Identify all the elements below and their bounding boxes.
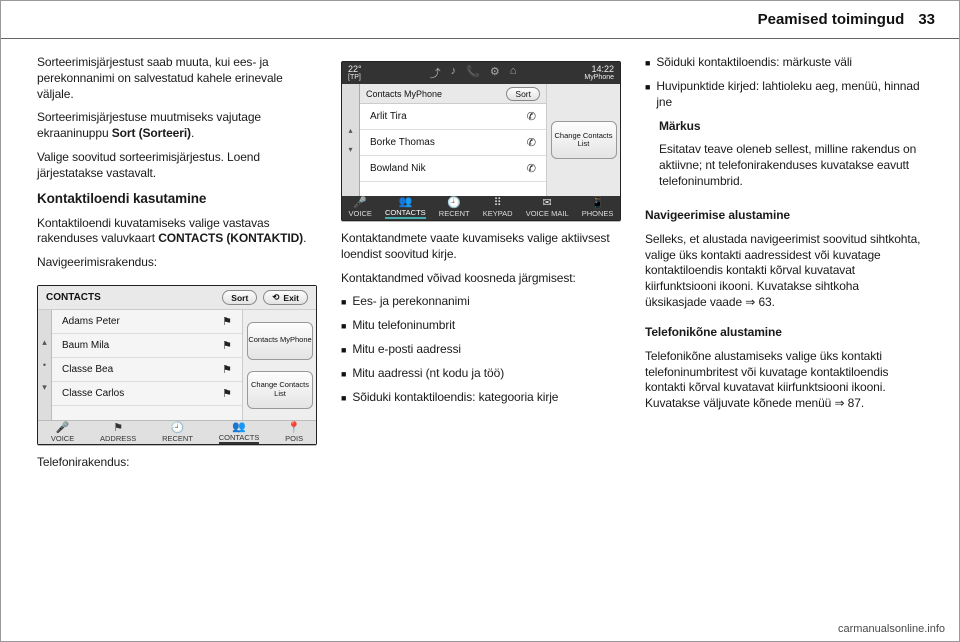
tab-keypad[interactable]: ⠿KEYPAD [483,198,513,218]
sort-button[interactable]: Sort [506,87,540,101]
list-item[interactable]: Classe Carlos⚑ [52,382,242,406]
list-item[interactable]: Baum Mila⚑ [52,334,242,358]
text-show-contactlist: Kontaktiloendi kuvatamiseks valige vasta… [37,216,317,248]
column-2: 22° [TP] ⤴ ♪ 📞 ⚙ ⌂ 14:22 MyPhone [341,55,621,613]
home-icon: ⌂ [510,65,517,81]
watermark: carmanualsonline.info [838,623,945,635]
text-start-call: Telefonikõne alustamiseks valige üks kon… [645,349,923,412]
flag-icon[interactable]: ⚑ [222,315,232,328]
flag-icon[interactable]: ⚑ [222,387,232,400]
temperature: 22° [348,65,362,74]
note-header: Märkus [645,119,923,135]
clock-icon: 🕘 [171,423,185,433]
bullet-item: Sõiduki kontaktiloendis: kategooria kirj… [341,390,621,406]
keypad-icon: ⠿ [494,198,502,208]
phone-icon: 📞 [466,65,480,81]
label-phone-app: Telefonirakendus: [37,455,317,471]
bullet-item: Mitu telefoninumbrit [341,318,621,334]
sort-button[interactable]: Sort [222,290,257,305]
clock-icon: 🕘 [447,198,461,208]
column-3: Sõiduki kontaktiloendis: märkuste väli H… [645,55,923,613]
text-detail-view: Kontaktandmete vaate kuvamiseks valige a… [341,231,621,263]
list-item[interactable]: Arlit Tira✆ [360,104,546,130]
tab-pois[interactable]: 📍POIS [285,423,303,443]
text-sort-desc: Sorteerimisjärjestust saab muuta, kui ee… [37,55,317,102]
bullet-item: Mitu aadressi (nt kodu ja töö) [341,366,621,382]
mic-icon: 🎤 [353,198,367,208]
note-text: Esitatav teave oleneb sellest, milline r… [645,142,923,189]
nav-title: CONTACTS [46,292,101,303]
music-icon: ♪ [451,65,457,81]
bullet-item: Mitu e-posti aadressi [341,342,621,358]
screenshot-phone: 22° [TP] ⤴ ♪ 📞 ⚙ ⌂ 14:22 MyPhone [341,61,621,221]
heading-start-call: Telefonikõne alustamine [645,325,923,341]
screenshot-nav: CONTACTS Sort ⟲Exit ▴•▾ Adams Peter⚑ Bau… [37,285,317,445]
call-icon[interactable]: ✆ [527,136,536,149]
contacts-source-button[interactable]: Contacts MyPhone [247,322,313,360]
exit-button[interactable]: ⟲Exit [263,290,308,305]
scroll-tabs[interactable]: ▴•▾ [38,310,52,420]
mail-icon: ✉ [543,198,552,208]
source-label: MyPhone [584,74,614,81]
list-item[interactable]: Borke Thomas✆ [360,130,546,156]
people-icon: 👥 [232,422,246,432]
clock: 14:22 [591,65,614,74]
change-contacts-button[interactable]: Change Contacts List [551,121,617,159]
page-header: Peamised toimingud 33 [1,1,959,39]
call-icon[interactable]: ✆ [527,110,536,123]
tab-contacts[interactable]: 👥CONTACTS [385,197,426,219]
heading-contactlist-usage: Kontaktiloendi kasutamine [37,190,317,208]
tab-recent[interactable]: 🕘RECENT [162,423,193,443]
list-item[interactable]: Bowland Nik✆ [360,156,546,182]
tab-voicemail[interactable]: ✉VOICE MAIL [526,198,569,218]
tp-indicator: [TP] [348,74,362,81]
list-item[interactable]: Adams Peter⚑ [52,310,242,334]
scroll-tabs[interactable]: ▴▾ [342,84,360,196]
call-icon[interactable]: ✆ [527,162,536,175]
tab-contacts[interactable]: 👥CONTACTS [219,422,260,444]
flag-icon[interactable]: ⚑ [222,363,232,376]
heading-start-nav: Navigeerimise alustamine [645,208,923,224]
gear-icon: ⚙ [490,65,500,81]
tab-voice[interactable]: 🎤VOICE [349,198,372,218]
text-choose-order: Valige soovitud sorteerimisjärjestus. Lo… [37,150,317,182]
change-contacts-button[interactable]: Change Contacts List [247,371,313,409]
phones-icon: 📱 [591,198,605,208]
list-item[interactable]: Classe Bea⚑ [52,358,242,382]
people-icon: 👥 [398,197,412,207]
nav-icon: ⤴ [430,65,441,81]
tab-phones[interactable]: 📱PHONES [582,198,614,218]
tab-recent[interactable]: 🕘RECENT [439,198,470,218]
flag-icon[interactable]: ⚑ [222,339,232,352]
column-1: Sorteerimisjärjestust saab muuta, kui ee… [37,55,317,613]
bullet-item: Sõiduki kontaktiloendis: märkuste väli [645,55,923,71]
contacts-title: Contacts MyPhone [366,89,442,99]
label-nav-app: Navigeerimisrakendus: [37,255,317,271]
mic-icon: 🎤 [56,423,70,433]
pin-icon: 📍 [287,423,301,433]
flag-icon: ⚑ [113,423,123,433]
top-icons[interactable]: ⤴ ♪ 📞 ⚙ ⌂ [430,65,517,81]
text-may-contain: Kontaktandmed võivad koosneda järgmisest… [341,271,621,287]
text-start-nav: Selleks, et alustada navigeerimist soovi… [645,232,923,311]
bullet-item: Ees- ja perekonnanimi [341,294,621,310]
text-sort-change: Sorteerimisjärjestuse muutmiseks vajutag… [37,110,317,142]
bullet-item: Huvipunktide kirjed: lahtioleku aeg, men… [645,79,923,111]
page-title: Peamised toimingud [758,11,905,28]
tab-address[interactable]: ⚑ADDRESS [100,423,136,443]
tab-voice[interactable]: 🎤VOICE [51,423,74,443]
page-number: 33 [918,11,935,28]
